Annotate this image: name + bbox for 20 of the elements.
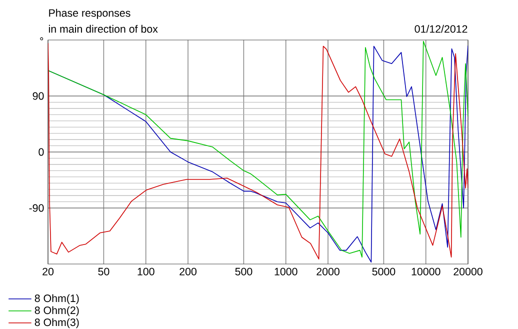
x-tick-label: 2000 [316, 268, 340, 276]
legend-label: 8 Ohm(1) [34, 294, 79, 304]
x-tick-label: 10000 [412, 268, 440, 276]
x-tick-label: 500 [235, 268, 252, 276]
chart-subtitle: in main direction of box [48, 24, 158, 33]
legend-label: 8 Ohm(2) [34, 306, 79, 316]
y-tick-label: 0 [38, 148, 44, 156]
chart-title: Phase responses [49, 8, 130, 19]
x-tick-label: 50 [98, 268, 110, 276]
x-tick-label: 1000 [274, 268, 298, 276]
y-tick-label: -90 [29, 204, 44, 212]
x-tick-label: 100 [138, 268, 154, 276]
y-tick-label: 90 [32, 92, 44, 100]
x-tick-label: 20 [42, 268, 54, 276]
x-tick-label: 20000 [454, 268, 482, 276]
x-tick-label: 5000 [372, 268, 396, 276]
x-tick-label: 200 [180, 268, 196, 276]
text: 01/12/2012 [414, 24, 468, 33]
legend-label: 8 Ohm(3) [34, 318, 79, 328]
y-axis-title: ° [40, 37, 44, 40]
